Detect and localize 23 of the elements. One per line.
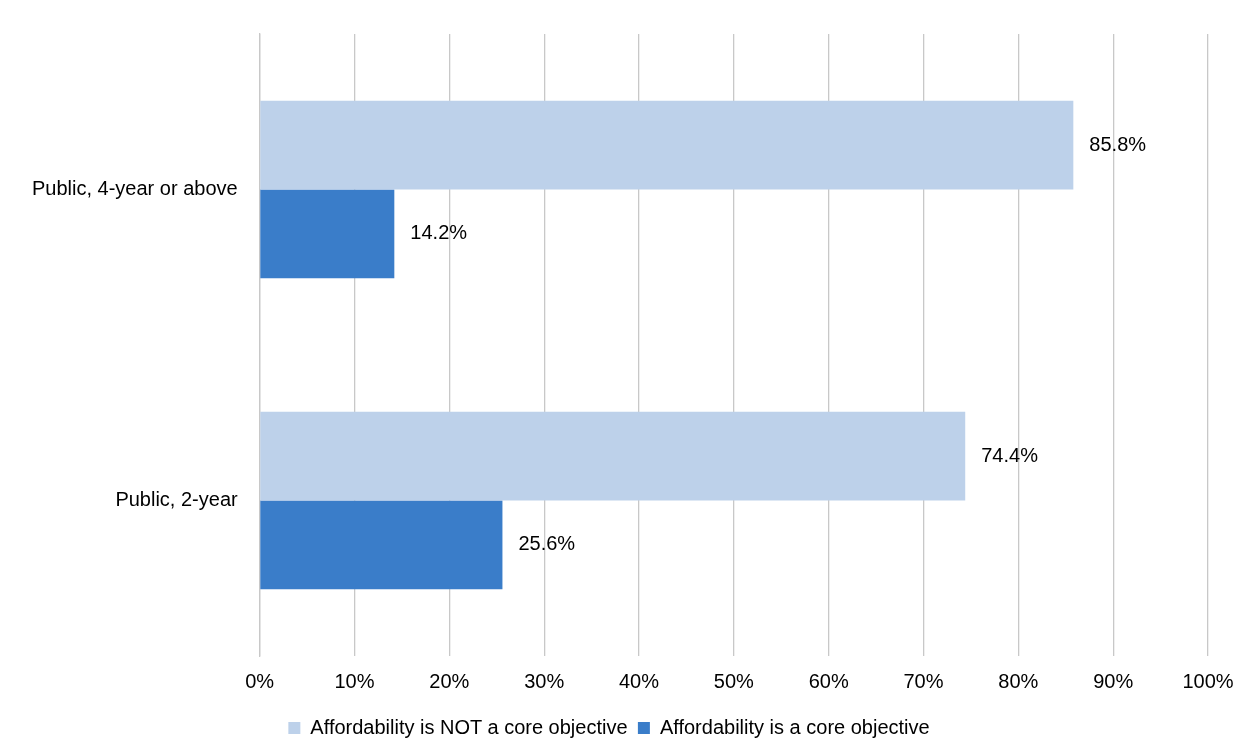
y-tick-label: Public, 4-year or above <box>31 177 238 200</box>
bar <box>260 411 966 501</box>
data-label: 85.8% <box>1089 132 1147 155</box>
x-tick-label: 40% <box>618 669 660 692</box>
data-label: 74.4% <box>981 443 1039 466</box>
data-label: 14.2% <box>410 221 468 244</box>
x-tick-label: 80% <box>998 669 1039 692</box>
x-tick-label: 90% <box>1093 669 1134 692</box>
x-tick-label: 50% <box>713 669 755 692</box>
x-tick-label: 70% <box>903 669 944 692</box>
x-tick-label: 0% <box>245 669 275 692</box>
x-tick-label: 30% <box>524 669 565 692</box>
bar <box>260 189 395 279</box>
data-label: 25.6% <box>518 532 576 555</box>
x-tick-label: 60% <box>808 669 849 692</box>
bar <box>260 100 1074 190</box>
legend-label: Affordability is NOT a core objective <box>310 715 628 738</box>
legend-label: Affordability is a core objective <box>659 715 930 738</box>
x-tick-label: 10% <box>334 669 375 692</box>
x-tick-label: 20% <box>429 669 470 692</box>
y-tick-label: Public, 2-year <box>115 488 238 511</box>
x-tick-label: 100% <box>1182 669 1234 692</box>
bar <box>260 500 503 590</box>
